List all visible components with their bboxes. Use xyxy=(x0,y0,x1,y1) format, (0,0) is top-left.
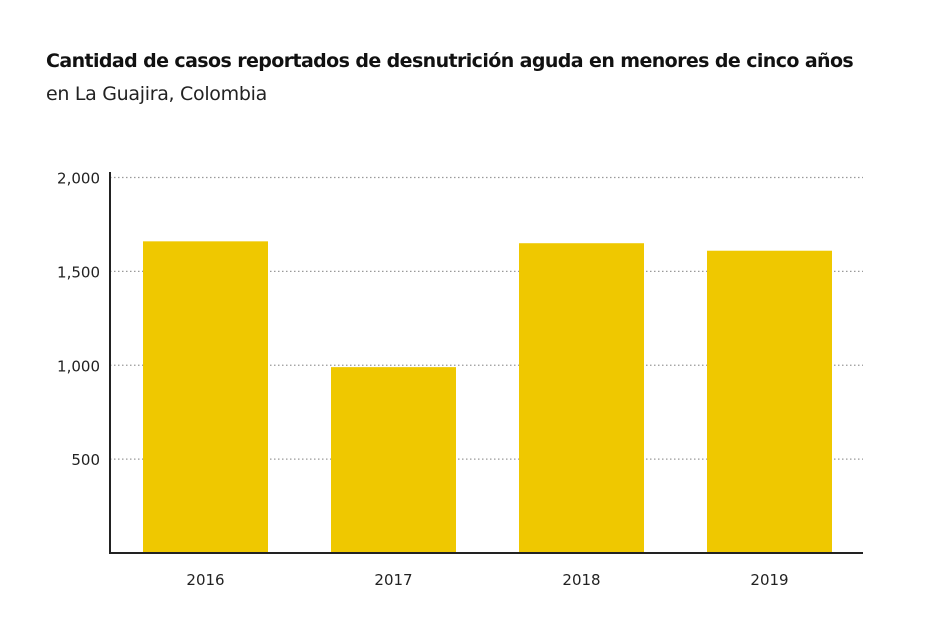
chart-title: Cantidad de casos reportados de desnutri… xyxy=(46,50,854,72)
bar-2019 xyxy=(707,250,832,553)
x-tick-label: 2019 xyxy=(750,571,788,589)
y-tick-label: 1,000 xyxy=(57,357,100,375)
y-tick-label: 500 xyxy=(71,451,100,469)
x-tick-label: 2016 xyxy=(186,571,224,589)
y-tick-label: 1,500 xyxy=(57,263,100,281)
chart-subtitle: en La Guajira, Colombia xyxy=(46,83,267,105)
bar-2016 xyxy=(143,241,268,553)
bar-2018 xyxy=(519,243,644,553)
y-tick-label: 2,000 xyxy=(57,170,100,188)
bar-2017 xyxy=(331,367,456,553)
x-tick-label: 2018 xyxy=(562,571,600,589)
x-tick-label: 2017 xyxy=(374,571,412,589)
